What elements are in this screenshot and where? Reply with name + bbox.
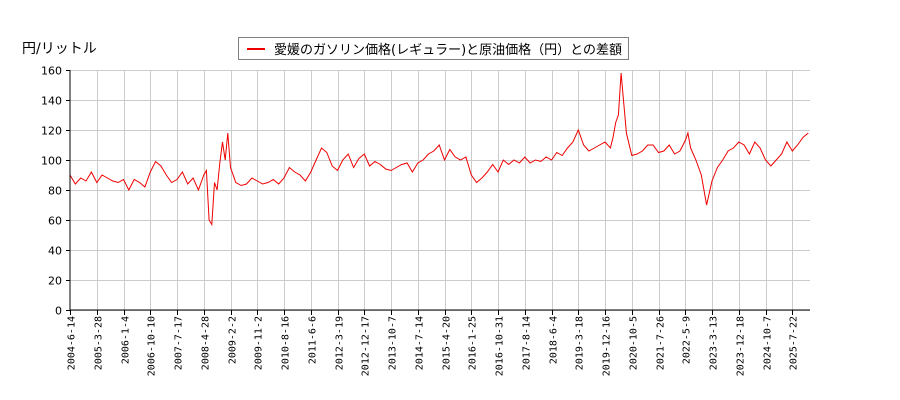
- x-tick-label: 2019-12-16: [602, 316, 613, 376]
- grid-lines: [70, 70, 810, 311]
- x-tick-label: 2004-6-14: [67, 316, 78, 370]
- x-tick-label: 2015-4-20: [442, 316, 453, 370]
- chart-legend: 愛媛のガソリン価格(レギュラー)と原油価格（円）との差額: [238, 37, 629, 60]
- x-tick-label: 2023-3-13: [709, 316, 720, 370]
- x-tick-label: 2005-3-28: [94, 316, 105, 370]
- x-tick-label: 2008-4-28: [201, 316, 212, 370]
- x-tick-label: 2014-7-14: [415, 316, 426, 370]
- x-tick-label: 2006-10-10: [147, 316, 158, 376]
- x-tick-label: 2017-8-14: [522, 316, 533, 370]
- x-tick-label: 2019-3-18: [575, 316, 586, 370]
- x-tick-label: 2021-7-26: [656, 316, 667, 370]
- x-tick-label: 2022-5-9: [682, 316, 693, 364]
- x-tick-label: 2009-2-2: [228, 316, 239, 364]
- x-tick-label: 2016-10-31: [495, 316, 506, 376]
- x-tick-label: 2011-6-6: [308, 316, 319, 364]
- x-axis-ticks: 2004-6-14 2005-3-28 2006-1-4 2006-10-10 2007…: [67, 310, 800, 376]
- x-tick-label: 2024-10-7: [763, 316, 774, 370]
- x-tick-label: 2007-7-17: [174, 316, 185, 370]
- y-axis-unit-label: 円/リットル: [22, 41, 97, 57]
- y-tick-label: 40: [48, 245, 62, 258]
- x-tick-label: 2012-12-17: [361, 316, 372, 376]
- y-tick-label: 120: [41, 125, 62, 138]
- y-tick-label: 0: [55, 305, 62, 318]
- y-tick-label: 80: [48, 185, 62, 198]
- x-tick-label: 2009-11-2: [254, 316, 265, 370]
- x-tick-label: 2023-12-18: [736, 316, 747, 376]
- x-tick-label: 2010-8-16: [281, 316, 292, 370]
- x-tick-label: 2025-7-22: [789, 316, 800, 370]
- x-tick-label: 2013-10-7: [388, 316, 399, 370]
- data-series-line: [69, 72, 809, 227]
- legend-label: 愛媛のガソリン価格(レギュラー)と原油価格（円）との差額: [274, 43, 623, 58]
- y-tick-label: 60: [48, 215, 62, 228]
- y-tick-label: 100: [41, 155, 62, 168]
- y-tick-label: 160: [41, 65, 62, 78]
- x-tick-label: 2012-3-19: [335, 316, 346, 370]
- y-axis-ticks: 0 20 40 60 80 100 120 140 160: [41, 65, 70, 318]
- legend-line-swatch: [247, 47, 265, 50]
- y-tick-label: 140: [41, 95, 62, 108]
- y-tick-label: 20: [48, 275, 62, 288]
- x-tick-label: 2016-1-25: [468, 316, 479, 370]
- x-tick-label: 2006-1-4: [121, 316, 132, 364]
- x-tick-label: 2020-10-5: [629, 316, 640, 370]
- x-tick-label: 2018-6-4: [549, 316, 560, 364]
